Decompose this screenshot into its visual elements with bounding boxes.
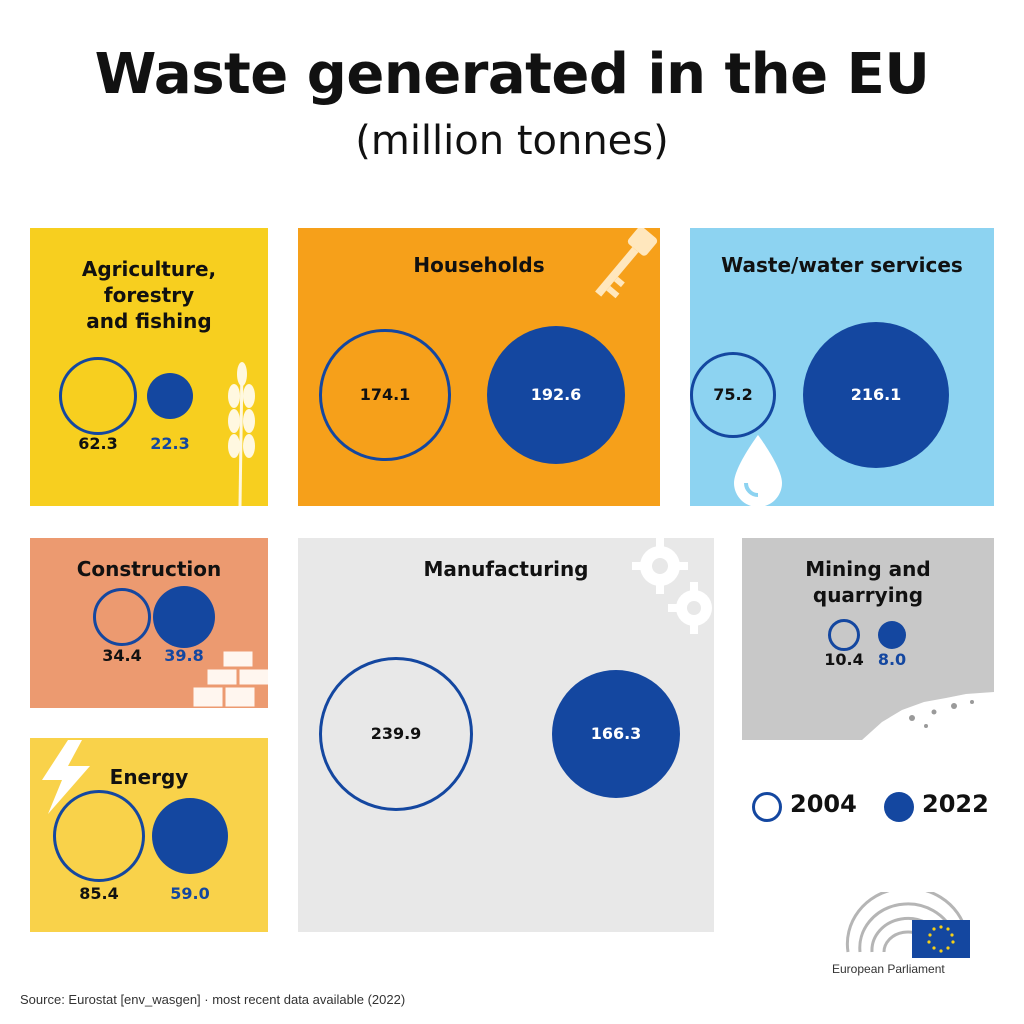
panel-title-households: Households <box>413 253 545 277</box>
value-label-manufacturing-2022: 166.3 <box>590 724 642 743</box>
bubble-agriculture-forestry-and-fishing-2022 <box>146 372 194 420</box>
legend-label-2022: 2022 <box>922 790 989 818</box>
wheat-icon <box>228 362 255 506</box>
value-label-waste-water-services-2004: 75.2 <box>713 385 753 404</box>
water-drop-icon <box>734 435 782 506</box>
panel-title-mining: Mining and quarrying <box>742 556 994 608</box>
panel-mining: Mining and quarrying <box>742 538 994 740</box>
chart-title: Waste generated in the EU <box>94 42 930 107</box>
panel-title-energy: Energy <box>109 765 189 789</box>
value-label-construction-2004: 34.4 <box>102 646 142 665</box>
bubble-households-2022 <box>487 326 625 464</box>
bricks-icon <box>192 648 268 708</box>
panel-title-line: quarrying <box>812 583 924 607</box>
bubble-mining-and-quarrying-2022 <box>877 620 907 650</box>
panel-title-waste-water: Waste/water services <box>721 253 963 277</box>
value-label-construction-2022: 39.8 <box>164 646 204 665</box>
gears-icon <box>632 538 712 634</box>
value-label-households-2022: 192.6 <box>530 385 582 404</box>
panel-title-line: forestry <box>103 283 195 307</box>
bubble-agriculture-forestry-and-fishing-2004 <box>58 356 138 436</box>
key-icon <box>595 228 658 299</box>
bubble-construction-2004 <box>92 587 152 647</box>
value-label-energy-2004: 85.4 <box>79 884 119 903</box>
rubble-icon <box>862 692 994 740</box>
bubble-construction-2022 <box>152 585 216 649</box>
bubble-waste-water-services-2004 <box>689 351 777 439</box>
value-label-agriculture-forestry-and-fishing-2004: 62.3 <box>78 434 118 453</box>
panel-title-manufacturing: Manufacturing <box>423 557 589 581</box>
value-label-households-2004: 174.1 <box>359 385 411 404</box>
bubble-households-2004 <box>319 329 451 461</box>
value-label-mining-and-quarrying-2004: 10.4 <box>824 650 864 669</box>
panel-agriculture: Agriculture, forestry and fishing <box>30 228 268 506</box>
panel-title-construction: Construction <box>76 557 222 581</box>
value-label-energy-2022: 59.0 <box>170 884 210 903</box>
bubble-manufacturing-2022 <box>551 669 681 799</box>
value-label-waste-water-services-2022: 216.1 <box>850 385 902 404</box>
lightning-icon <box>42 740 90 814</box>
value-label-manufacturing-2004: 239.9 <box>370 724 422 743</box>
panel-title-line: Mining and <box>805 557 931 581</box>
source-note: Source: Eurostat [env_wasgen] · most rec… <box>20 992 406 1007</box>
bubble-waste-water-services-2022 <box>802 321 950 469</box>
panel-title-line: and fishing <box>86 309 212 333</box>
panel-title-line: Agriculture, <box>81 257 217 281</box>
panel-title-agriculture: Agriculture, forestry and fishing <box>30 256 268 334</box>
chart-subtitle: (million tonnes) <box>355 118 669 164</box>
bubble-mining-and-quarrying-2004 <box>827 618 861 652</box>
ep-hemicycle-logo <box>845 892 970 958</box>
value-label-agriculture-forestry-and-fishing-2022: 22.3 <box>150 434 190 453</box>
bubble-energy-2022 <box>151 797 229 875</box>
bubble-energy-2004 <box>53 790 145 882</box>
bubble-manufacturing-2004 <box>319 657 473 811</box>
legend-label-2004: 2004 <box>790 790 857 818</box>
legend-marker-2022 <box>884 792 914 822</box>
legend-marker-2004 <box>752 792 782 822</box>
ep-logo-label: European Parliament <box>832 962 945 976</box>
value-label-mining-and-quarrying-2022: 8.0 <box>877 650 907 669</box>
